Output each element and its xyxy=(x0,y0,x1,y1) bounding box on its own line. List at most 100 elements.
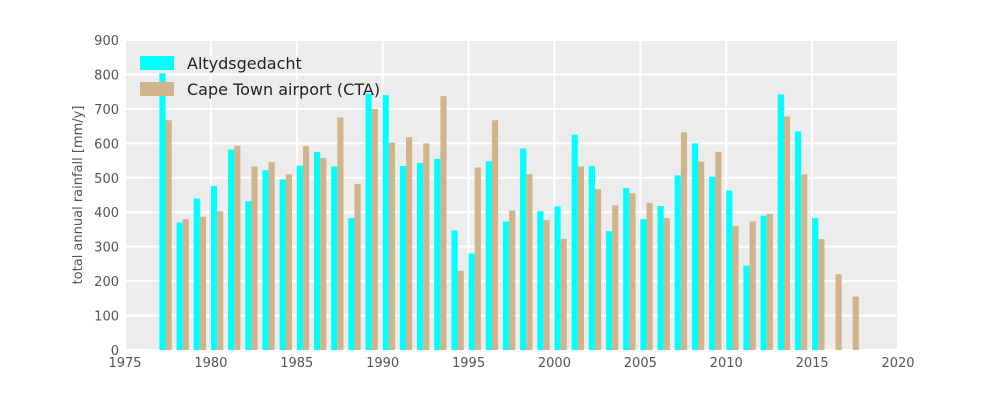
bar-cta-1991 xyxy=(406,137,413,350)
x-tick-label: 2010 xyxy=(710,356,743,371)
bar-cta-2010 xyxy=(732,226,739,350)
x-tick-label: 2000 xyxy=(538,356,571,371)
bar-altydsgedacht-1985 xyxy=(296,165,303,350)
bar-altydsgedacht-1993 xyxy=(434,158,441,350)
x-tick-label: 1990 xyxy=(366,356,399,371)
bar-altydsgedacht-1992 xyxy=(417,162,424,350)
bar-altydsgedacht-1997 xyxy=(502,221,510,350)
legend-swatch-1 xyxy=(140,82,174,96)
bar-altydsgedacht-1979 xyxy=(193,198,200,350)
bar-altydsgedacht-1998 xyxy=(520,148,527,350)
bar-cta-1983 xyxy=(268,162,275,350)
y-tick-label: 500 xyxy=(94,172,119,187)
bar-cta-1978 xyxy=(182,219,189,350)
bar-cta-1986 xyxy=(320,158,327,350)
bar-cta-2007 xyxy=(680,132,688,350)
bar-cta-2012 xyxy=(766,213,773,350)
bar-cta-1982 xyxy=(251,166,258,350)
bar-cta-1990 xyxy=(388,142,396,350)
bar-altydsgedacht-1984 xyxy=(279,179,286,350)
y-tick-label: 800 xyxy=(94,68,119,83)
bar-altydsgedacht-2000 xyxy=(554,206,561,350)
bar-cta-2001 xyxy=(577,166,584,350)
bar-altydsgedacht-2015 xyxy=(812,218,819,350)
bar-cta-1997 xyxy=(509,210,516,350)
bar-cta-2011 xyxy=(749,221,756,350)
bar-cta-2005 xyxy=(646,202,653,350)
x-tick-label: 1985 xyxy=(280,356,313,371)
bar-altydsgedacht-1986 xyxy=(313,151,321,350)
bar-cta-2008 xyxy=(698,161,705,350)
bar-cta-1985 xyxy=(302,146,310,350)
bar-altydsgedacht-1987 xyxy=(331,166,338,350)
bar-altydsgedacht-1990 xyxy=(382,95,389,350)
bar-cta-2015 xyxy=(818,239,825,350)
x-tick-label: 2015 xyxy=(796,356,829,371)
bar-cta-2006 xyxy=(663,218,670,350)
bar-altydsgedacht-1978 xyxy=(176,222,183,350)
bar-cta-1977 xyxy=(165,120,172,350)
x-tick-label: 1980 xyxy=(194,356,227,371)
y-tick-label: 0 xyxy=(111,344,119,359)
bar-cta-1988 xyxy=(354,183,361,350)
x-tick-label: 1995 xyxy=(452,356,485,371)
legend-label-0: Altydsgedacht xyxy=(187,54,302,73)
bar-cta-1994 xyxy=(457,270,464,350)
bar-altydsgedacht-2006 xyxy=(657,206,664,350)
bar-altydsgedacht-2001 xyxy=(571,134,578,350)
y-tick-label: 400 xyxy=(94,206,119,221)
bar-altydsgedacht-1981 xyxy=(228,149,235,350)
bar-cta-2009 xyxy=(715,151,722,350)
y-tick-label: 900 xyxy=(94,34,119,49)
legend-swatch-0 xyxy=(140,56,174,70)
bar-cta-2000 xyxy=(560,238,567,350)
bar-cta-1984 xyxy=(285,174,292,350)
bar-cta-1980 xyxy=(217,211,224,350)
bar-altydsgedacht-1989 xyxy=(365,93,372,350)
y-tick-label: 700 xyxy=(94,103,119,118)
legend: Altydsgedacht Cape Town airport (CTA) xyxy=(140,54,380,99)
bar-cta-1981 xyxy=(234,145,241,350)
y-tick-label: 300 xyxy=(94,241,119,256)
bar-cta-1996 xyxy=(491,120,499,350)
x-tick-label: 2005 xyxy=(624,356,657,371)
bar-cta-1987 xyxy=(337,117,344,350)
bar-altydsgedacht-1995 xyxy=(468,253,475,350)
y-axis-label: total annual rainfall [mm/y] xyxy=(71,106,86,285)
bar-altydsgedacht-2002 xyxy=(588,166,595,350)
bar-altydsgedacht-2013 xyxy=(777,94,784,350)
bar-cta-1995 xyxy=(474,167,481,350)
bar-cta-1993 xyxy=(440,96,447,351)
bar-cta-2016 xyxy=(835,274,842,350)
bar-altydsgedacht-1988 xyxy=(348,218,355,350)
bar-altydsgedacht-2011 xyxy=(743,265,750,350)
tick-labels: 1975 1980 1985 1990 1995 2000 2005 2010 2015 2020… xyxy=(94,34,914,371)
x-tick-label: 1975 xyxy=(108,356,141,371)
bar-altydsgedacht-1991 xyxy=(399,166,407,350)
bar-altydsgedacht-1977 xyxy=(159,73,166,351)
bar-cta-1999 xyxy=(543,220,550,350)
bar-cta-2004 xyxy=(629,193,636,350)
bar-altydsgedacht-1980 xyxy=(210,186,218,350)
bar-cta-2002 xyxy=(594,189,602,350)
bar-altydsgedacht-2007 xyxy=(674,175,681,350)
bar-cta-1979 xyxy=(199,216,207,350)
bar-altydsgedacht-2009 xyxy=(709,176,716,350)
bar-altydsgedacht-2005 xyxy=(640,219,647,350)
bar-altydsgedacht-2004 xyxy=(623,188,630,350)
bar-altydsgedacht-1996 xyxy=(485,161,492,350)
y-tick-label: 100 xyxy=(94,310,119,325)
bar-cta-1998 xyxy=(526,174,533,350)
bar-cta-2003 xyxy=(612,205,619,350)
bar-cta-1989 xyxy=(371,108,378,350)
bar-cta-2014 xyxy=(801,174,808,350)
x-tick-label: 2020 xyxy=(881,356,914,371)
y-tick-label: 600 xyxy=(94,137,119,152)
bar-altydsgedacht-2010 xyxy=(726,190,733,350)
bar-altydsgedacht-2014 xyxy=(794,131,802,350)
bar-altydsgedacht-1982 xyxy=(245,201,252,350)
bar-altydsgedacht-1983 xyxy=(262,170,269,350)
bar-altydsgedacht-1994 xyxy=(451,230,458,350)
